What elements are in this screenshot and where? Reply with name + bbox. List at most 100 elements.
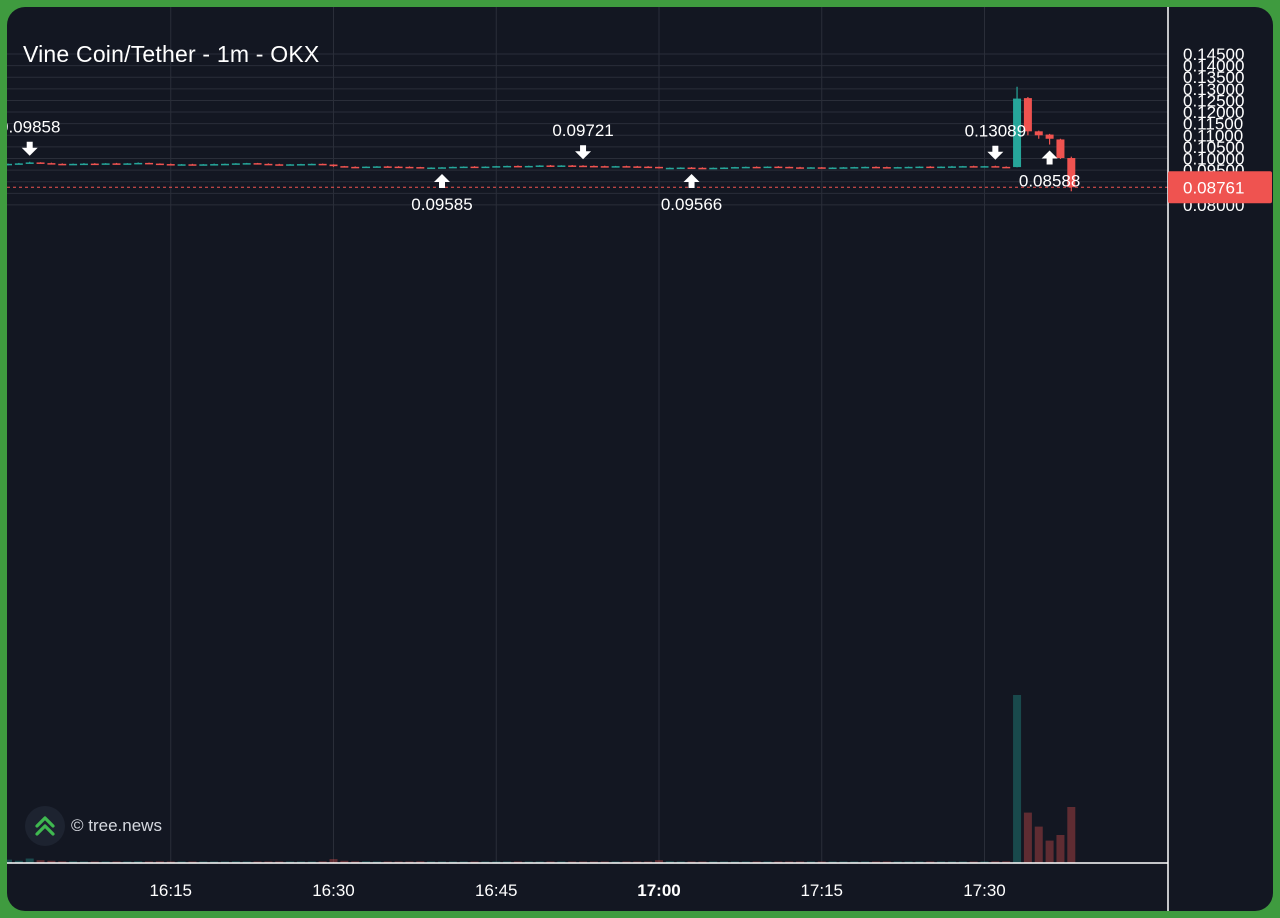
candle-body	[796, 167, 805, 169]
candle-body	[221, 163, 229, 166]
volume-bar	[329, 859, 338, 863]
candle-body	[253, 163, 262, 165]
candle-body	[383, 166, 392, 168]
candle-body	[644, 166, 653, 169]
high-marker: 0.09721	[552, 121, 614, 160]
candle-body	[1023, 98, 1032, 132]
candle-body	[557, 165, 566, 167]
candle-body	[589, 165, 598, 168]
candle-body	[991, 166, 1000, 168]
candle-body	[90, 163, 99, 166]
candle-body	[503, 165, 512, 168]
candle-body	[958, 166, 967, 168]
candle-body	[25, 162, 34, 164]
candle-body	[926, 166, 935, 169]
candle-body	[7, 163, 12, 166]
price-tick: 0.14000	[1183, 57, 1244, 76]
candle-body	[947, 166, 956, 168]
grid-lines	[7, 7, 1168, 863]
price-tick: 0.11000	[1183, 126, 1243, 145]
watermark-text: © tree.news	[71, 816, 162, 835]
volume-bar	[1002, 861, 1011, 863]
candle-body	[611, 166, 620, 168]
candle-body	[513, 165, 522, 168]
time-tick: 17:15	[800, 881, 843, 900]
price-tick: 0.13500	[1183, 68, 1244, 87]
volume-bar	[134, 861, 143, 863]
volume-bar	[231, 861, 240, 863]
volume-bar	[340, 860, 349, 863]
candle-body	[372, 166, 381, 168]
low-marker: 0.09566	[661, 174, 722, 214]
volume-bar	[416, 861, 425, 863]
candle-body	[296, 164, 305, 166]
candle-body	[665, 167, 674, 170]
volume-bar	[36, 860, 45, 863]
candle-body	[969, 166, 978, 168]
candle-body	[427, 167, 436, 170]
volume-bar	[25, 858, 34, 863]
low-label: 0.09585	[411, 195, 472, 214]
volume-bar	[318, 861, 327, 863]
candle-body	[242, 163, 251, 165]
current-price-label: 0.08761	[1183, 178, 1244, 197]
low-marker: 0.09585	[411, 174, 473, 214]
candle-body	[448, 166, 457, 169]
candle-body	[177, 164, 186, 166]
candle-body	[524, 165, 533, 168]
candle-body	[286, 164, 295, 166]
candle-body	[112, 163, 121, 165]
time-tick: 16:45	[475, 881, 518, 900]
high-label: 0.09721	[552, 121, 613, 140]
price-tick: 0.10000	[1183, 149, 1244, 168]
candle-body	[806, 167, 815, 169]
candle-body	[741, 166, 750, 169]
time-axis[interactable]: 16:15 16:30 16:45 17:00 17:15 17:30	[149, 881, 1005, 900]
candle-body	[1056, 139, 1065, 159]
candle-body	[817, 167, 826, 169]
candle-body	[231, 163, 240, 165]
candle-body	[134, 162, 143, 165]
volume-bar	[1056, 835, 1065, 863]
candle-body	[622, 166, 631, 168]
candle-body	[58, 163, 67, 166]
volume-bar	[991, 861, 1000, 863]
volume-bar	[14, 860, 23, 863]
candle-body	[188, 164, 197, 166]
candle-body	[882, 167, 891, 169]
candle-body	[904, 166, 913, 169]
candlestick-chart[interactable]: 0.09858 0.09585 0.09721 0.09566 0.13089 0.085…	[7, 7, 1273, 911]
chart-title: Vine Coin/Tether - 1m - OKX	[23, 41, 320, 67]
time-tick: 17:30	[963, 881, 1006, 900]
price-tick: 0.10500	[1183, 138, 1244, 157]
arrow-up-icon	[683, 174, 700, 189]
chart-panel: 0.09858 0.09585 0.09721 0.09566 0.13089 0.085…	[7, 7, 1273, 911]
candle-body	[872, 166, 880, 169]
candle-body	[210, 164, 219, 166]
candle-body	[275, 164, 284, 166]
candle-body	[318, 163, 327, 166]
price-annotations: 0.09858 0.09585 0.09721 0.09566 0.13089 0.085…	[7, 118, 1080, 214]
candle-body	[828, 167, 837, 170]
candle-body	[687, 167, 696, 170]
candle-body	[123, 163, 132, 165]
candle-body	[36, 162, 45, 164]
candle-body	[459, 166, 468, 169]
candle-body	[340, 166, 349, 168]
candle-body	[145, 162, 154, 165]
volume-bar	[665, 861, 674, 863]
candle-body	[14, 163, 23, 165]
candle-body	[481, 166, 490, 169]
arrow-down-icon	[575, 145, 592, 160]
candle-body	[730, 167, 739, 169]
candle-body	[492, 166, 501, 168]
candle-body	[839, 167, 848, 169]
candle-body	[579, 165, 588, 168]
candle-body	[915, 166, 924, 169]
arrow-down-icon	[987, 145, 1004, 160]
current-price-tag-bg	[1168, 171, 1272, 204]
candle-body	[329, 164, 338, 167]
candle-body	[752, 166, 761, 169]
high-marker: 0.09858	[7, 118, 60, 156]
candle-body	[633, 166, 642, 168]
